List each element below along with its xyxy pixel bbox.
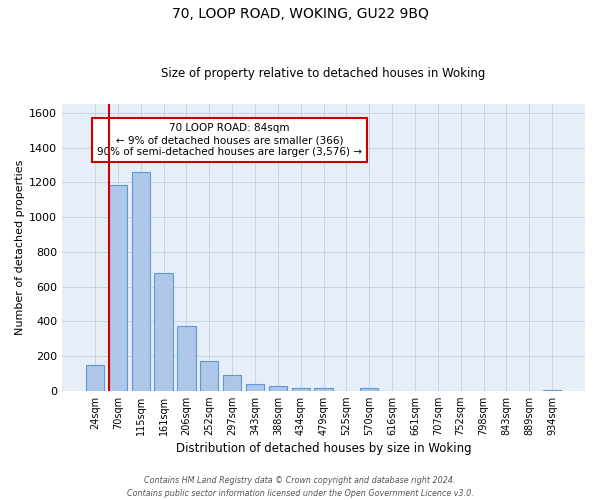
Title: Size of property relative to detached houses in Woking: Size of property relative to detached ho… xyxy=(161,66,486,80)
Bar xyxy=(269,386,287,390)
Y-axis label: Number of detached properties: Number of detached properties xyxy=(15,160,25,335)
X-axis label: Distribution of detached houses by size in Woking: Distribution of detached houses by size … xyxy=(176,442,472,455)
Bar xyxy=(246,384,264,390)
Text: 70 LOOP ROAD: 84sqm
← 9% of detached houses are smaller (366)
90% of semi-detach: 70 LOOP ROAD: 84sqm ← 9% of detached hou… xyxy=(97,124,362,156)
Bar xyxy=(86,364,104,390)
Bar xyxy=(314,388,333,390)
Text: 70, LOOP ROAD, WOKING, GU22 9BQ: 70, LOOP ROAD, WOKING, GU22 9BQ xyxy=(172,8,428,22)
Text: Contains HM Land Registry data © Crown copyright and database right 2024.
Contai: Contains HM Land Registry data © Crown c… xyxy=(127,476,473,498)
Bar xyxy=(154,272,173,390)
Bar xyxy=(200,361,218,390)
Bar xyxy=(223,376,241,390)
Bar xyxy=(360,388,379,390)
Bar xyxy=(109,185,127,390)
Bar xyxy=(178,326,196,390)
Bar xyxy=(131,172,150,390)
Bar xyxy=(292,388,310,390)
